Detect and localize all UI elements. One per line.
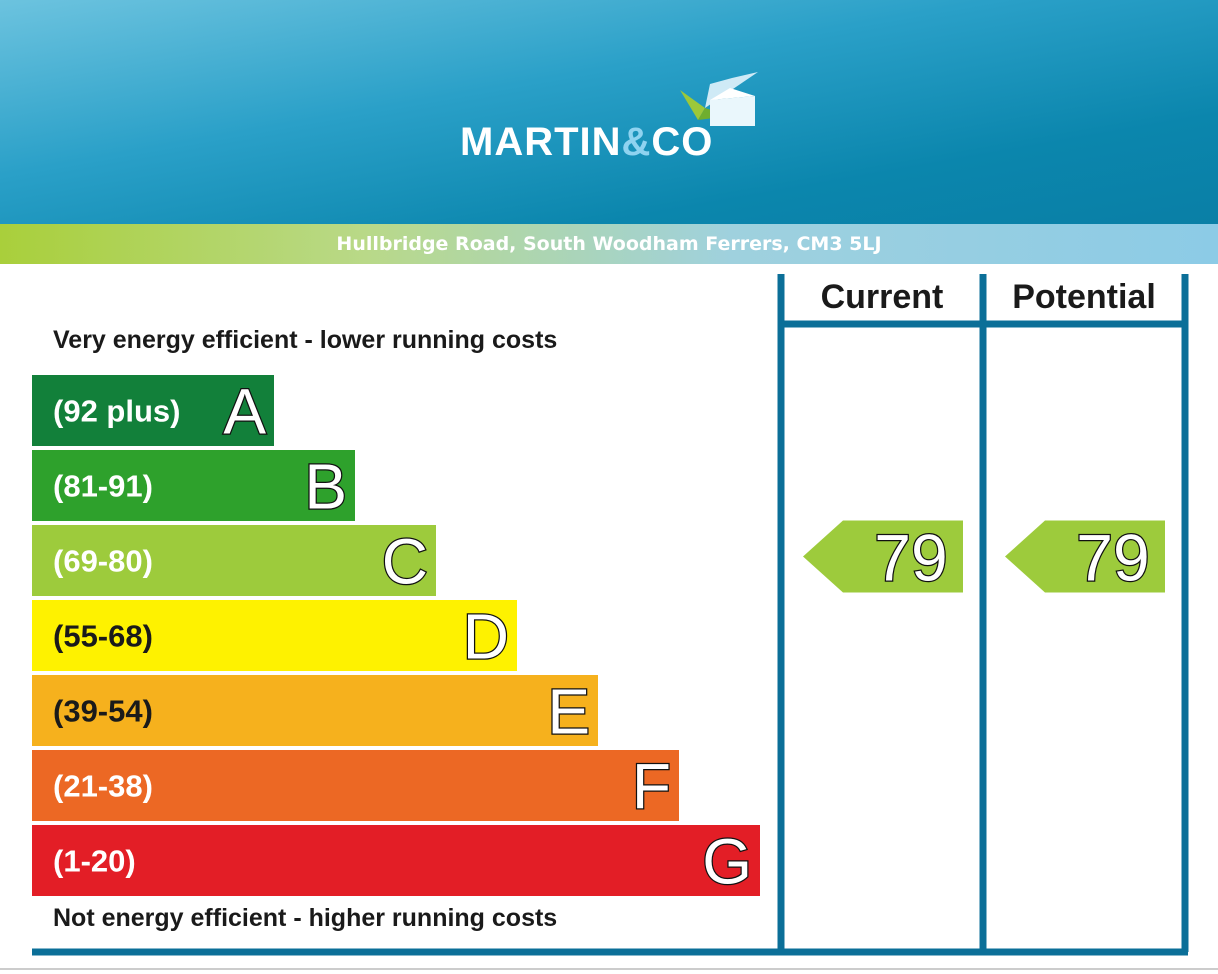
band-range-f: (21-38) (53, 769, 153, 804)
company-logo: MARTIN&CO (460, 70, 760, 165)
bottom-caption: Not energy efficient - higher running co… (53, 904, 558, 932)
band-bar-b (32, 450, 355, 521)
header-banner: MARTIN&CO (0, 0, 1218, 224)
rating-value-potential: 79 (1076, 521, 1149, 595)
band-range-c: (69-80) (53, 544, 153, 579)
band-bar-f (32, 750, 679, 821)
logo-wordmark: MARTIN&CO (460, 122, 713, 162)
column-header-current: Current (821, 278, 944, 316)
band-range-a: (92 plus) (53, 394, 180, 429)
band-letter-b: B (304, 451, 347, 523)
band-bar-c (32, 525, 436, 596)
band-range-d: (55-68) (53, 619, 153, 654)
logo-name: MARTIN (460, 120, 622, 164)
house-logo-icon (680, 72, 758, 126)
top-caption: Very energy efficient - lower running co… (53, 326, 558, 354)
band-bar-g (32, 825, 760, 896)
band-letter-e: E (547, 676, 590, 748)
property-address: Hullbridge Road, South Woodham Ferrers, … (336, 233, 882, 255)
band-bar-d (32, 600, 517, 671)
rating-value-current: 79 (874, 521, 947, 595)
band-letter-a: A (223, 376, 266, 448)
column-header-potential: Potential (1012, 278, 1156, 316)
band-letter-g: G (702, 826, 752, 898)
band-letter-c: C (382, 526, 428, 598)
band-bar-e (32, 675, 598, 746)
bottom-divider (0, 968, 1218, 970)
band-letter-f: F (632, 751, 671, 823)
logo-ampersand: & (621, 120, 652, 164)
rating-arrow-current (803, 520, 963, 593)
band-range-g: (1-20) (53, 844, 136, 879)
band-range-e: (39-54) (53, 694, 153, 729)
address-bar: Hullbridge Road, South Woodham Ferrers, … (0, 224, 1218, 264)
band-bar-a (32, 375, 274, 446)
band-letter-d: D (463, 601, 509, 673)
logo-name2: CO (651, 120, 714, 164)
band-range-b: (81-91) (53, 469, 153, 504)
rating-arrow-potential (1005, 520, 1165, 593)
